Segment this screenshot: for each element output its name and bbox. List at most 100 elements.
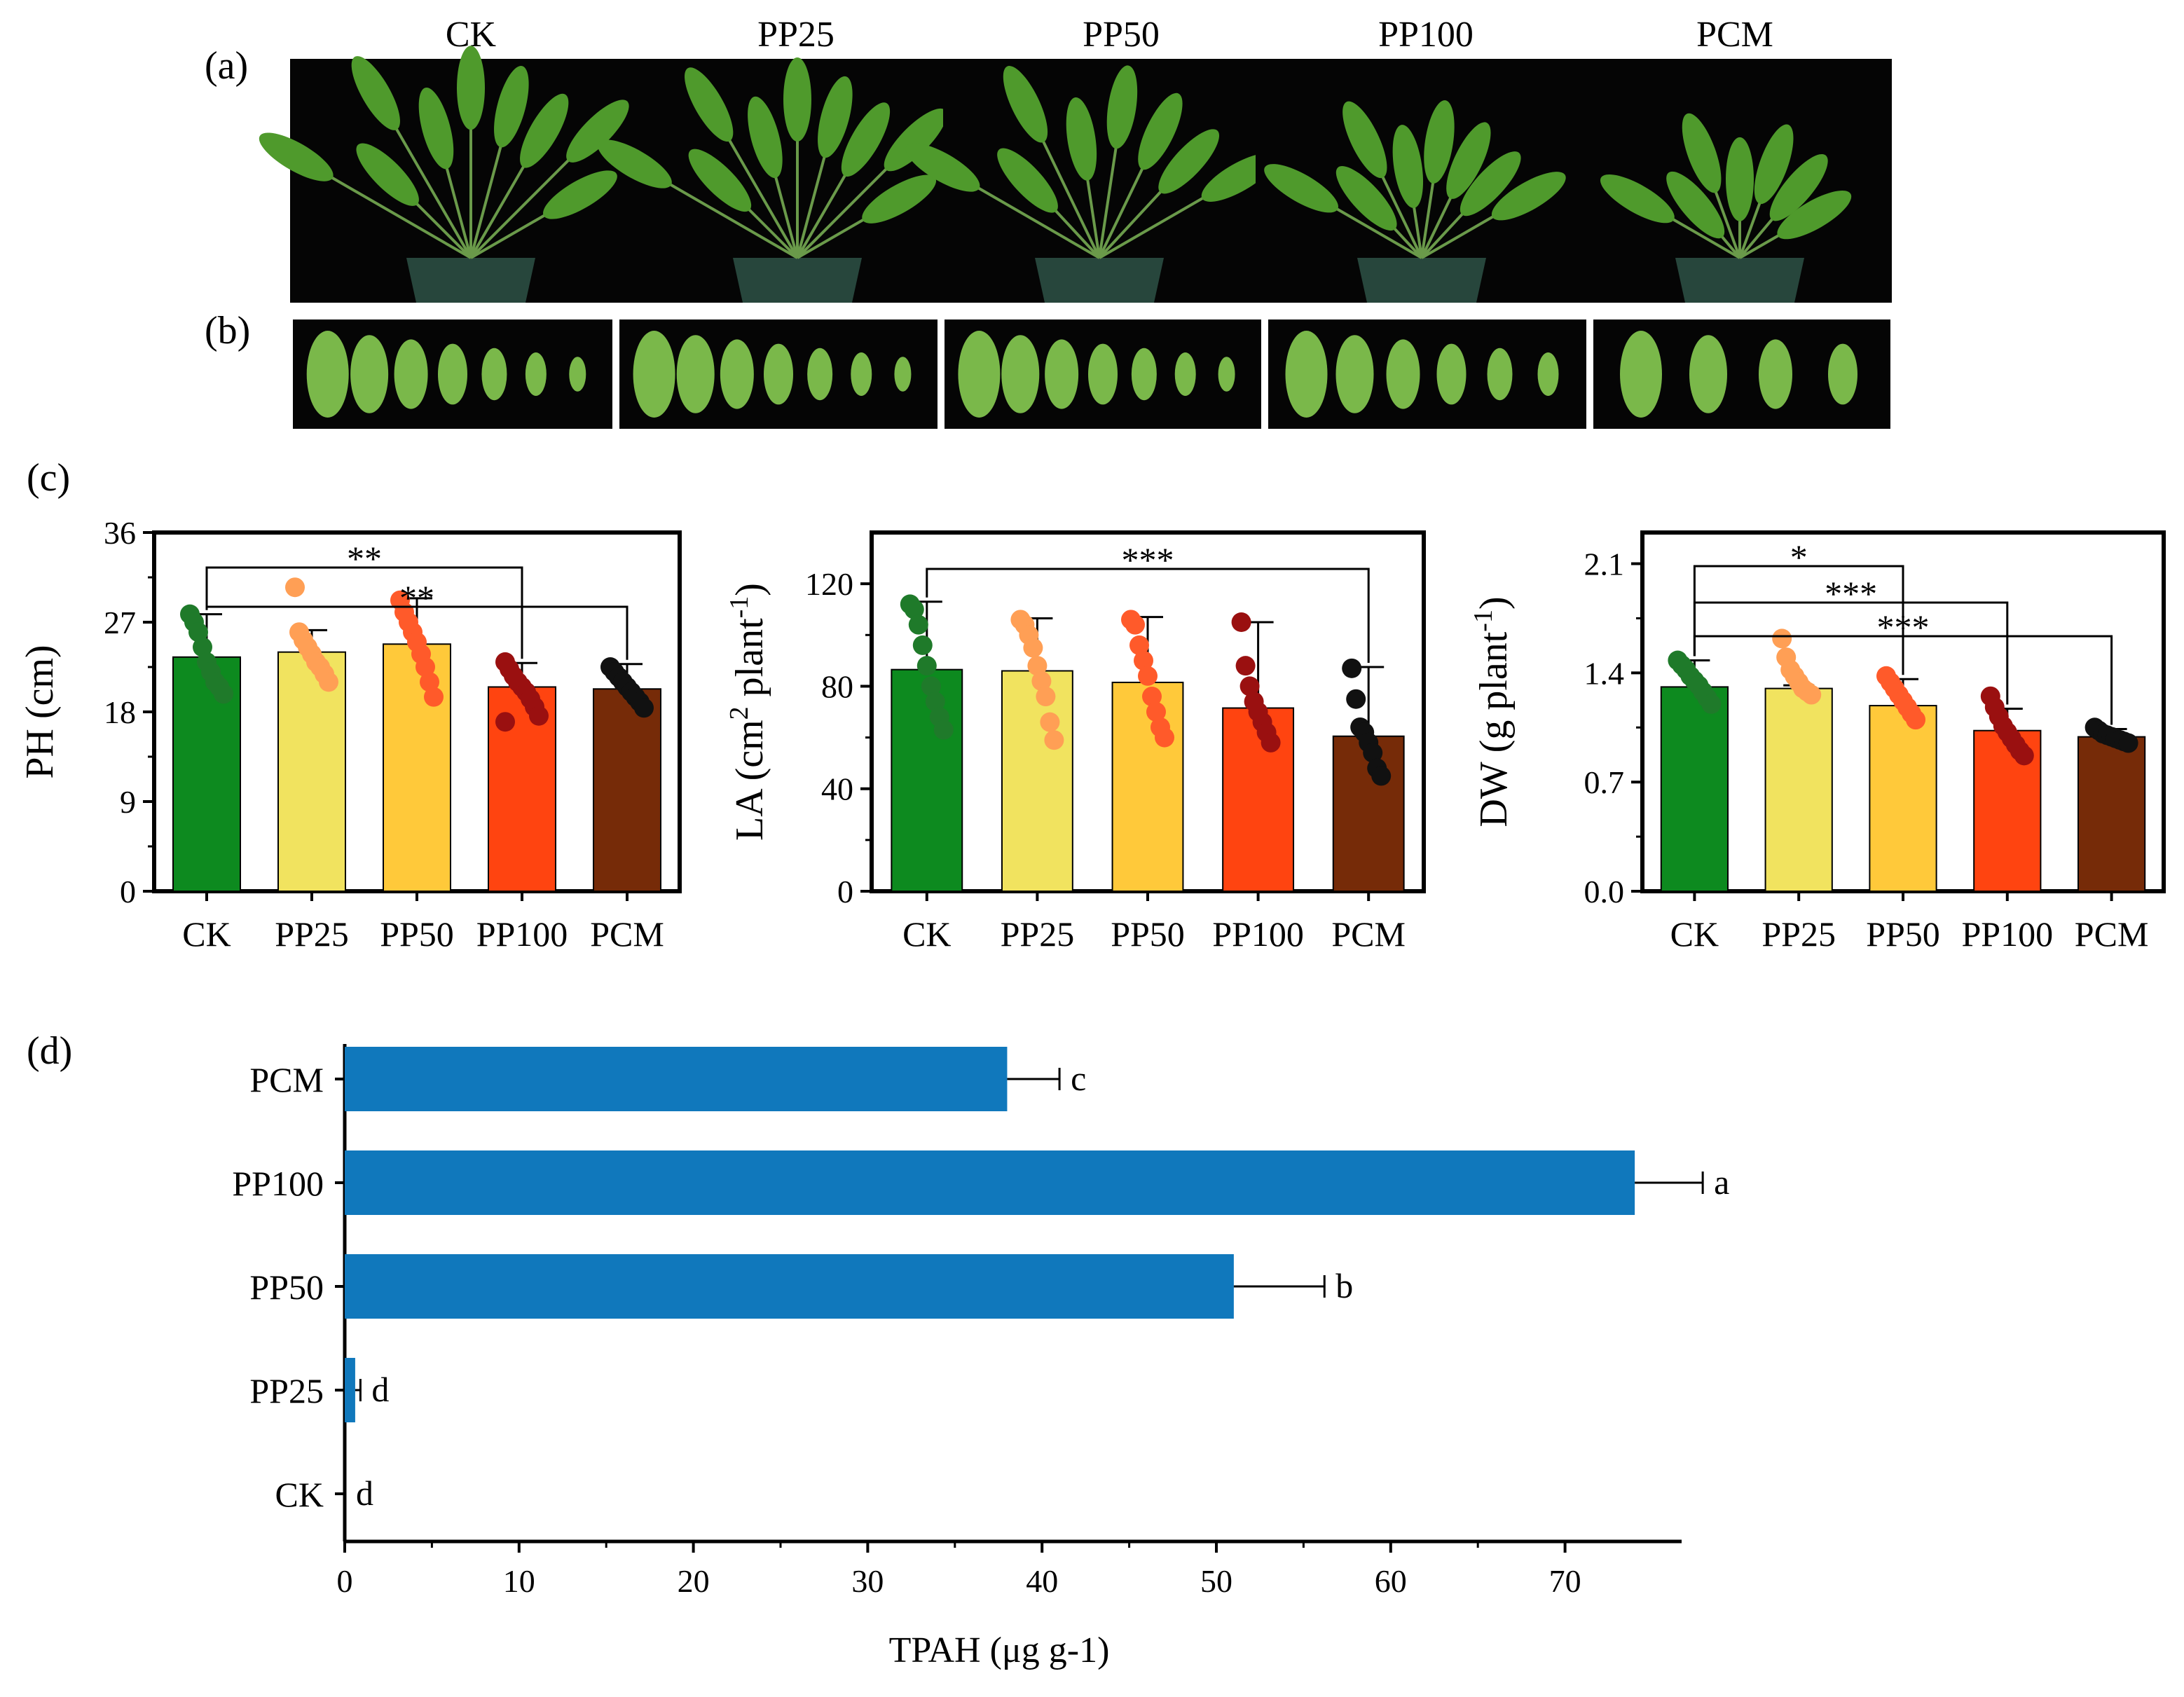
plant-leaf [1666, 171, 1725, 239]
y-axis-label-part: PH (cm) [18, 645, 62, 778]
y-tick-label: 1.4 [1584, 655, 1625, 691]
data-point [1772, 628, 1792, 649]
plant-pot-pp100 [1357, 258, 1486, 303]
leaf-sample [1386, 339, 1420, 409]
significance-bracket [1693, 635, 2113, 725]
bar-pcm [593, 688, 661, 892]
y-tick-label: PP50 [249, 1267, 324, 1307]
tpah-bar-pcm [345, 1047, 1008, 1111]
plant-pot-ck [406, 258, 535, 303]
x-tick-label: 60 [1375, 1563, 1407, 1599]
leaf-sample [1131, 348, 1157, 401]
bar-pp25 [1764, 687, 1833, 892]
leaf-sample [1285, 331, 1328, 418]
data-point [1701, 694, 1722, 714]
photo-header-pp50: PP50 [1083, 15, 1160, 55]
y-tick-label: 0 [837, 874, 853, 909]
data-point [1342, 658, 1362, 678]
significance-bracket [205, 566, 523, 659]
y-tick-label: 2.1 [1584, 547, 1625, 582]
tpah-bar-pp25 [345, 1358, 355, 1422]
y-tick-label: 0.0 [1584, 874, 1625, 909]
data-point [495, 712, 515, 732]
tpah-bar-pp50 [345, 1254, 1234, 1319]
data-point [925, 692, 945, 712]
y-tick-label: 120 [805, 566, 853, 602]
y-tick-label: 80 [821, 668, 853, 704]
photo-header-pp100: PP100 [1378, 15, 1474, 55]
y-tick-label: 36 [104, 515, 136, 551]
data-point [2118, 733, 2138, 753]
plant-leaf [862, 174, 937, 224]
x-tick-label: PP100 [1212, 914, 1304, 954]
plant-leaf [520, 93, 569, 168]
x-tick-label: PP50 [1866, 914, 1940, 954]
leaf-sample [481, 348, 507, 401]
data-point [1239, 676, 1260, 696]
significance-label: ** [399, 578, 434, 617]
plant-leaf [543, 170, 617, 219]
plant-pot-pp25 [733, 258, 862, 303]
x-tick-label: PP25 [1761, 914, 1836, 954]
significance-bracket [926, 568, 1370, 663]
plant-leaf [688, 149, 752, 212]
leaf-sample [306, 331, 349, 418]
leaf-sample [350, 335, 389, 413]
x-tick-label: 50 [1200, 1563, 1232, 1599]
y-axis-label: PH (cm) [18, 645, 62, 778]
plant-leaf [457, 46, 485, 130]
data-point [921, 676, 941, 696]
data-point [1346, 689, 1366, 709]
x-tick-label: PP100 [476, 914, 568, 954]
dw-chart: 0.00.71.42.1CK PP25 PP50 PP100 PCM*******DW … [1469, 530, 2166, 954]
y-tick-label: PP25 [249, 1371, 324, 1410]
data-point [1129, 635, 1149, 655]
plant-pot-pcm [1675, 258, 1804, 303]
bar-pp50 [1869, 705, 1937, 892]
x-tick-label: CK [182, 914, 231, 954]
x-tick-label: PP50 [380, 914, 454, 954]
significance-letter: b [1335, 1266, 1353, 1305]
plant-leaf [884, 108, 947, 172]
plant-leaf [1682, 113, 1722, 193]
plant-leaf [783, 57, 811, 142]
plant-leaf [818, 76, 853, 158]
data-point [1801, 685, 1822, 705]
plant-leaf [1342, 101, 1387, 179]
plant-pot-pp50 [1035, 258, 1164, 303]
leaf-sample [1045, 339, 1079, 409]
x-tick-label: PP25 [1001, 914, 1075, 954]
data-point [1371, 766, 1392, 786]
plant-leaf [841, 102, 891, 177]
y-axis-label: LA (cm2 plant-1) [724, 583, 771, 841]
ph-chart: 0 9 18 27 36 CK PP25 PP50 PP100 PCM ** ** PH (cm) [18, 515, 682, 954]
leaf-sample [851, 352, 872, 396]
x-tick-label: PCM [2075, 914, 2149, 954]
plant-leaf [1392, 125, 1424, 208]
plant-leaf [685, 67, 734, 142]
data-point [188, 622, 208, 643]
leaf-sample [807, 348, 833, 401]
x-tick-label: PP25 [275, 914, 349, 954]
data-point [1023, 638, 1043, 658]
plant-leaf [1066, 97, 1097, 181]
plant-leaf [494, 66, 529, 148]
plant-leaf [356, 143, 419, 206]
plant-leaf [1460, 151, 1521, 217]
leaf-sample [1828, 343, 1857, 405]
plant-leaf [418, 87, 454, 170]
data-point [1146, 702, 1166, 722]
plant-leaf [905, 143, 980, 192]
leaf-sample [958, 331, 1001, 418]
plant-leaf [1424, 100, 1455, 184]
tpah-chart: d CK d PP25 b PP50 a PP100 c PCM 0 10 20 30 40 50 60 70 TP… [232, 1044, 1729, 1670]
data-point [1036, 687, 1056, 707]
tpah-bar-pp100 [345, 1150, 1635, 1215]
data-point [415, 657, 435, 677]
plant-leaf [351, 56, 400, 130]
significance-bracket [1693, 601, 2009, 705]
y-axis-label-part: ) [728, 583, 771, 596]
data-point [908, 614, 928, 635]
leaf-sample [764, 343, 793, 405]
panel-label-b: (b) [205, 309, 250, 352]
